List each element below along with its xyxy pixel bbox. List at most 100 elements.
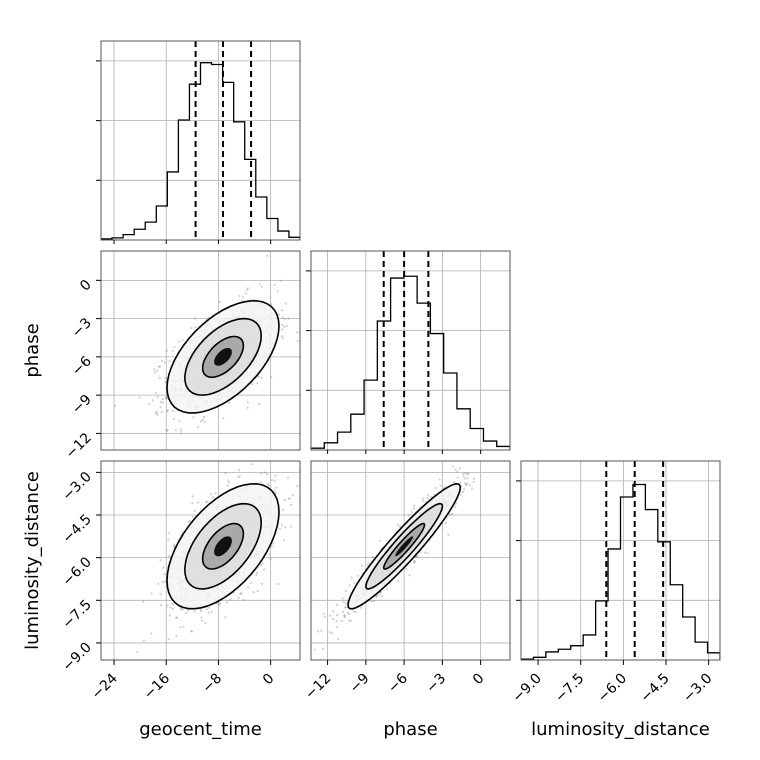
sample-point xyxy=(381,595,384,598)
sample-point xyxy=(472,480,475,484)
sample-point xyxy=(471,487,474,490)
sample-point xyxy=(270,545,274,548)
sample-point xyxy=(281,309,284,312)
sample-point xyxy=(287,476,290,479)
sample-point xyxy=(156,413,159,416)
sample-point xyxy=(238,469,241,472)
sample-point xyxy=(370,600,373,603)
sample-point xyxy=(190,630,193,633)
sample-point xyxy=(162,566,165,569)
sample-point xyxy=(170,602,173,605)
sample-point xyxy=(426,552,429,555)
sample-point xyxy=(287,317,290,320)
sample-point xyxy=(180,430,183,433)
sample-point xyxy=(269,557,272,561)
sample-point xyxy=(410,510,413,514)
sample-point xyxy=(291,494,294,497)
sample-point xyxy=(224,616,227,619)
sample-point xyxy=(412,561,415,564)
sample-point xyxy=(159,559,162,562)
sample-point xyxy=(181,608,184,611)
sample-point xyxy=(378,593,381,596)
contour-level-3 xyxy=(214,536,232,557)
y-tick-label-luminosity_distance: −9.0 xyxy=(59,639,94,674)
sample-point xyxy=(171,349,174,352)
sample-point xyxy=(375,595,378,599)
sample-point xyxy=(172,417,175,421)
sample-point xyxy=(226,484,229,487)
hist-step-luminosity_distance xyxy=(521,483,720,660)
sample-point xyxy=(270,479,273,482)
sample-point xyxy=(190,629,193,633)
sample-point xyxy=(263,568,266,571)
sample-point xyxy=(267,484,270,487)
sample-point xyxy=(165,397,168,400)
sample-point xyxy=(281,316,284,319)
sample-point xyxy=(190,326,193,330)
sample-point xyxy=(344,606,347,609)
sample-point xyxy=(443,486,446,489)
sample-point xyxy=(166,428,169,431)
sample-point xyxy=(255,573,258,576)
sample-point xyxy=(323,615,326,618)
sample-point xyxy=(276,290,279,293)
sample-point xyxy=(245,288,248,291)
sample-point xyxy=(200,616,203,619)
sample-point xyxy=(283,318,286,321)
sample-point xyxy=(240,592,243,596)
sample-point xyxy=(413,559,416,563)
sample-point xyxy=(194,326,197,329)
panel-frame xyxy=(310,250,511,451)
sample-point xyxy=(274,491,277,494)
sample-point xyxy=(379,539,382,542)
sample-point xyxy=(290,503,293,506)
sample-point xyxy=(337,637,340,641)
sample-point xyxy=(166,604,169,607)
sample-point xyxy=(159,406,162,409)
sample-point xyxy=(484,458,486,460)
sample-point xyxy=(175,616,178,619)
sample-point xyxy=(205,608,208,611)
sample-point xyxy=(260,285,264,288)
sample-point xyxy=(342,600,345,604)
sample-point xyxy=(136,650,139,653)
sample-point xyxy=(405,567,408,571)
sample-point xyxy=(335,620,338,623)
sample-point xyxy=(199,608,202,611)
sample-point xyxy=(454,468,457,471)
sample-point xyxy=(284,302,287,305)
sample-point xyxy=(187,520,190,523)
sample-point xyxy=(340,620,344,623)
sample-point xyxy=(344,606,347,609)
sample-point xyxy=(227,479,230,482)
sample-point xyxy=(463,488,466,491)
sample-point xyxy=(260,564,263,567)
sample-point xyxy=(179,428,182,431)
sample-point xyxy=(434,486,437,489)
x-tick-label-luminosity_distance: −6.0 xyxy=(595,671,630,706)
sample-point xyxy=(166,429,169,432)
sample-point xyxy=(160,411,164,414)
sample-point xyxy=(225,601,229,604)
sample-point xyxy=(228,481,231,484)
sample-point xyxy=(266,482,269,485)
sample-point xyxy=(449,513,452,517)
sample-point xyxy=(168,360,171,363)
sample-point xyxy=(415,555,418,558)
sample-point xyxy=(185,611,188,614)
sample-point xyxy=(272,542,275,545)
sample-point xyxy=(424,551,427,554)
sample-point xyxy=(413,560,416,563)
sample-point xyxy=(412,507,416,510)
sample-point xyxy=(466,473,469,476)
sample-point xyxy=(250,382,253,385)
sample-point xyxy=(348,584,351,587)
sample-point xyxy=(466,476,469,479)
y-axis-label-luminosity_distance: luminosity_distance xyxy=(22,471,43,650)
sample-point xyxy=(447,533,450,536)
sample-point xyxy=(222,417,225,420)
sample-point xyxy=(171,409,174,413)
sample-point xyxy=(329,631,332,634)
sample-point xyxy=(250,463,254,466)
sample-point xyxy=(154,412,157,415)
